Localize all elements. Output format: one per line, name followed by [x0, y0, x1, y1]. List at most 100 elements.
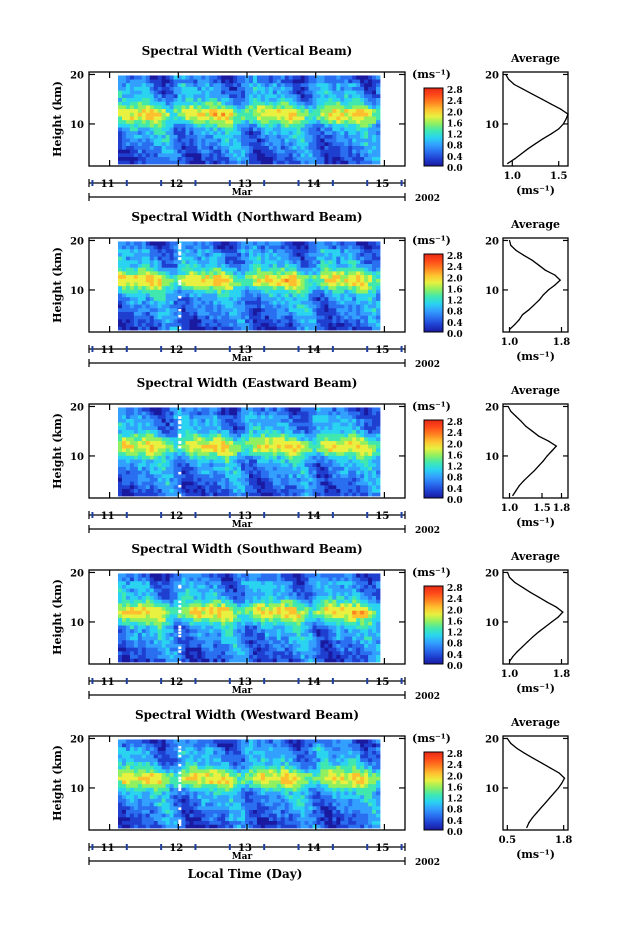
panel-title: Spectral Width (Vertical Beam) — [142, 44, 353, 58]
avg-y-tick-label: 10 — [485, 618, 499, 629]
average-profile-point — [521, 153, 523, 155]
average-profile-point — [550, 133, 552, 135]
average-profile-point — [532, 636, 534, 638]
average-profile-point — [520, 420, 522, 422]
colorbar-tick-label: 0.8 — [447, 142, 463, 152]
x-tick-label: 15 — [375, 843, 389, 854]
colorbar-tick-label: 0.8 — [447, 640, 463, 650]
colorbar-tick-label: 1.2 — [447, 795, 463, 805]
avg-x-tick-label: 1.0 — [504, 171, 521, 182]
colorbar-tick-label: 2.8 — [447, 418, 463, 428]
colorbar-tick-label: 0.8 — [447, 474, 463, 484]
avg-y-tick-label: 20 — [485, 70, 499, 81]
average-profile-point — [554, 284, 556, 286]
avg-y-tick-label: 10 — [485, 452, 499, 463]
average-frame — [502, 735, 569, 831]
x-tick-label: 15 — [375, 179, 389, 190]
average-profile-point — [521, 646, 524, 648]
average-profile-line — [506, 738, 566, 828]
panel-1: Spectral Width (Northward Beam) 20 10 Heigh… — [51, 210, 570, 370]
x-tick-label: 13 — [238, 345, 252, 356]
x-tick-label: 15 — [375, 345, 389, 356]
average-profile-point — [532, 93, 534, 95]
average-profile-point — [538, 631, 540, 633]
x-tick-label: 13 — [238, 511, 252, 522]
average-profile-point — [555, 445, 557, 447]
month-label: Mar — [232, 852, 253, 862]
average-profile-point — [551, 621, 553, 623]
colorbar-tick-label: 2.4 — [447, 429, 463, 439]
average-profile-point — [514, 158, 516, 160]
average-profile-point — [544, 802, 547, 804]
month-label: Mar — [232, 520, 253, 530]
colorbar-tick-label: 0.0 — [447, 164, 463, 174]
average-profile-point — [542, 138, 544, 140]
x-tick-label: 12 — [169, 345, 183, 356]
average-profile-point — [506, 737, 508, 740]
y-tick-label: 10 — [70, 120, 84, 131]
colorbar-unit: (ms⁻¹) — [412, 234, 451, 247]
year-label: 2002 — [415, 360, 440, 370]
average-title: Average — [510, 550, 560, 563]
average-profile-point — [507, 405, 509, 408]
average-profile-point — [515, 249, 517, 251]
average-profile-point — [515, 490, 517, 492]
average-profile-point — [505, 73, 507, 76]
x-tick-label: 14 — [307, 843, 321, 854]
x-tick-label: 14 — [307, 511, 321, 522]
colorbar — [423, 419, 444, 499]
colorbar-tick-label: 1.2 — [447, 463, 463, 473]
average-profile-point — [524, 752, 526, 754]
colorbar-unit: (ms⁻¹) — [412, 400, 451, 413]
average-profile-point — [515, 415, 517, 417]
colorbar-tick-label: 0.0 — [447, 662, 463, 672]
x-tick-label: 12 — [169, 843, 183, 854]
y-tick-label: 10 — [70, 286, 84, 297]
average-title: Average — [510, 218, 560, 231]
average-profile-point — [559, 279, 561, 281]
x-tick-label: 11 — [101, 345, 115, 356]
average-profile-point — [533, 470, 535, 472]
average-profile-line — [506, 572, 564, 662]
colorbar-tick-label: 0.0 — [447, 330, 463, 340]
colorbar-tick-label: 1.2 — [447, 131, 463, 141]
year-label: 2002 — [415, 526, 440, 536]
average-profile-point — [531, 430, 533, 432]
avg-y-tick-label: 10 — [485, 286, 499, 297]
heatmap-cells — [118, 407, 381, 497]
average-profile-point — [542, 294, 544, 296]
average-profile-point — [557, 787, 560, 789]
x-tick-label: 11 — [101, 677, 115, 688]
average-profile-point — [541, 98, 543, 100]
average-profile-point — [507, 162, 509, 165]
average-profile-point — [547, 440, 550, 442]
average-profile-point — [549, 797, 551, 799]
average-profile-point — [518, 319, 520, 321]
y-axis-label: Height (km) — [51, 413, 64, 489]
colorbar-tick-label: 0.4 — [447, 485, 463, 495]
colorbar — [423, 751, 444, 831]
average-profile-point — [550, 767, 552, 769]
average-profile-point — [560, 108, 562, 110]
avg-x-tick-label: 0.5 — [499, 835, 516, 846]
average-profile-line — [507, 406, 558, 496]
average-profile-line — [505, 74, 569, 165]
average-profile-point — [523, 480, 525, 482]
average-profile-point — [531, 259, 533, 261]
avg-y-tick-label: 20 — [485, 734, 499, 745]
colorbar-tick-label: 2.4 — [447, 97, 463, 107]
colorbar-tick-label: 0.4 — [447, 319, 463, 329]
average-profile-point — [553, 792, 555, 794]
average-profile-point — [544, 269, 546, 271]
avg-x-axis-label: (ms⁻¹) — [516, 350, 555, 363]
panel-0: Spectral Width (Vertical Beam) 20 10 Height… — [51, 44, 569, 204]
average-profile-point — [563, 777, 566, 779]
colorbar — [423, 253, 444, 333]
colorbar-tick-label: 0.8 — [447, 806, 463, 816]
avg-y-tick-label: 20 — [485, 236, 499, 247]
average-profile-point — [547, 289, 550, 291]
average-profile-point — [533, 304, 535, 306]
y-axis-label: Height (km) — [51, 81, 64, 157]
panel-3: Spectral Width (Southward Beam) 20 10 Heigh… — [51, 542, 570, 702]
